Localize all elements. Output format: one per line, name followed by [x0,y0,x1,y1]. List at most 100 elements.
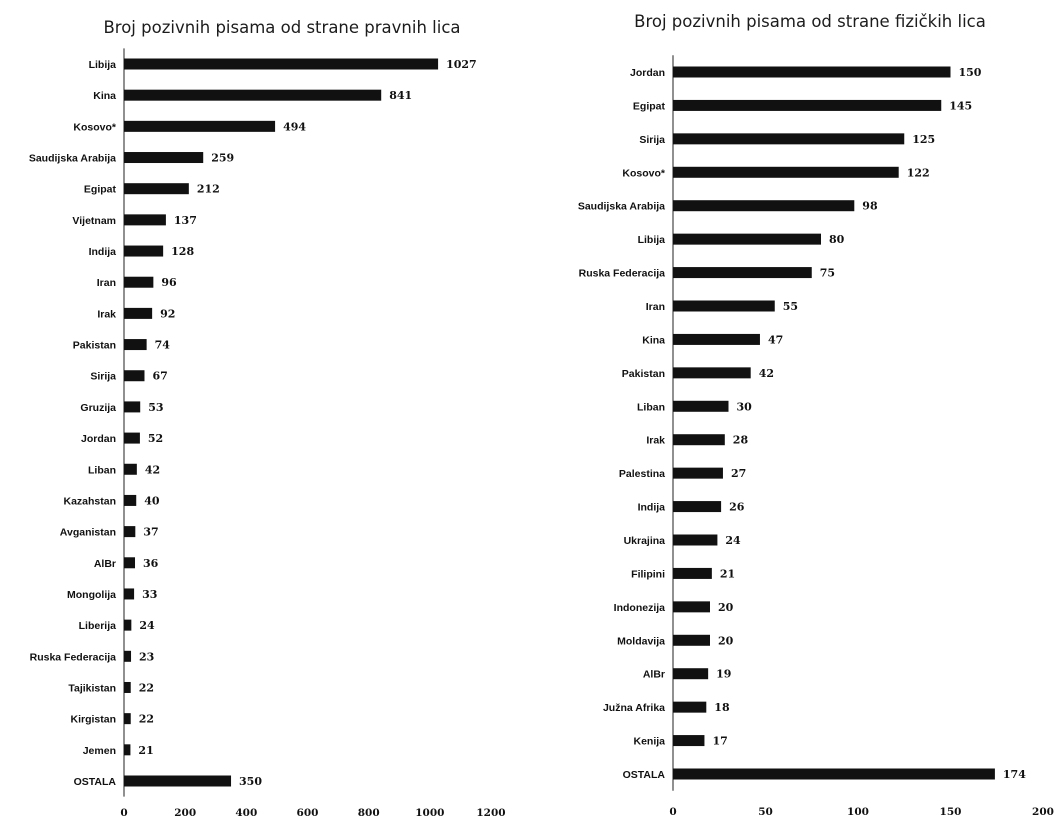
bar [673,166,899,178]
bar [124,152,204,164]
category-label: OSTALA [623,769,666,781]
data-label: 20 [718,634,734,647]
category-label: Kina [93,90,116,102]
category-label: Libija [89,59,117,71]
x-tick-label: 400 [235,807,257,819]
data-label: 27 [731,467,746,480]
bar [124,183,189,195]
bar [673,634,710,646]
category-label: Kazahstan [63,495,116,507]
data-label: 40 [144,494,160,507]
category-label: Liban [88,464,116,476]
data-label: 174 [1003,768,1026,781]
data-label: 80 [829,233,845,246]
bar [673,200,855,212]
bar [673,467,723,479]
category-label: Sirija [90,371,116,383]
category-label: Jordan [81,433,116,445]
category-label: OSTALA [74,776,117,788]
category-label: Ruska Federacija [579,268,666,280]
category-label: Ukrajina [624,535,666,547]
category-label: Iran [646,301,665,313]
category-label: Libija [638,234,666,246]
bar [124,463,137,475]
data-label: 33 [142,588,157,601]
category-label: Pakistan [73,340,116,352]
bar [124,432,140,444]
bar [124,557,136,569]
category-label: Tajikistan [68,682,116,694]
data-label: 350 [239,775,262,788]
bar [124,276,154,288]
data-label: 22 [139,681,154,694]
category-label: Kirgistan [70,714,116,726]
data-label: 137 [174,214,197,227]
data-label: 1027 [446,58,477,71]
bar [673,300,775,312]
category-label: Liberija [79,620,117,632]
bar [673,333,760,345]
bar [124,744,131,756]
chart-natural-persons: Broj pozivnih pisama od strane fizičkih … [578,12,1054,818]
category-label: Indija [89,246,117,258]
x-tick-label: 0 [120,807,127,819]
data-label: 22 [139,713,154,726]
x-tick-label: 50 [758,806,773,818]
category-label: Mongolija [67,589,116,601]
bar [673,501,722,513]
category-label: Gruzija [80,402,116,414]
bar [124,650,132,662]
bar [124,775,232,787]
data-label: 145 [949,99,972,112]
category-label: Iran [97,277,116,289]
bar [124,588,135,600]
bar [673,567,712,579]
data-label: 52 [148,432,163,445]
bar [124,619,132,631]
data-label: 19 [716,668,731,681]
data-label: 21 [720,567,735,580]
data-label: 17 [712,735,727,748]
bar [673,400,729,412]
category-label: Avganistan [60,527,116,539]
chart-title-legal-entities: Broj pozivnih pisama od strane pravnih l… [103,18,460,37]
bar [673,367,751,379]
data-label: 47 [768,333,783,346]
data-label: 26 [729,501,745,514]
category-label: Kina [642,334,665,346]
data-label: 37 [143,526,158,539]
data-label: 212 [197,183,220,196]
data-label: 30 [737,400,753,413]
category-label: Egipat [633,100,666,112]
category-label: Jordan [630,67,665,79]
data-label: 75 [820,267,835,280]
data-label: 92 [160,307,175,320]
data-label: 42 [759,367,774,380]
x-tick-label: 800 [358,807,380,819]
category-label: Filipini [631,568,665,580]
category-label: Palestina [619,468,665,480]
chart-title-natural-persons: Broj pozivnih pisama od strane fizičkih … [634,12,986,31]
data-label: 24 [725,534,741,547]
category-label: Saudijska Arabija [578,201,665,213]
data-label: 841 [389,89,412,102]
bar [124,526,136,538]
category-label: AlBr [643,669,665,681]
data-label: 128 [171,245,194,258]
x-tick-label: 1000 [415,807,444,819]
data-label: 67 [152,370,167,383]
category-label: Jemen [83,745,116,757]
category-label: Indija [638,502,666,514]
bar [124,89,382,101]
bar [673,701,707,713]
data-label: 36 [143,557,159,570]
category-label: Moldavija [617,635,665,647]
data-label: 259 [211,152,234,165]
category-label: AlBr [94,558,116,570]
category-label: Egipat [84,184,117,196]
x-tick-label: 150 [940,806,962,818]
data-label: 18 [714,701,730,714]
bar [124,214,166,226]
x-tick-label: 0 [669,806,676,818]
data-label: 53 [148,401,163,414]
